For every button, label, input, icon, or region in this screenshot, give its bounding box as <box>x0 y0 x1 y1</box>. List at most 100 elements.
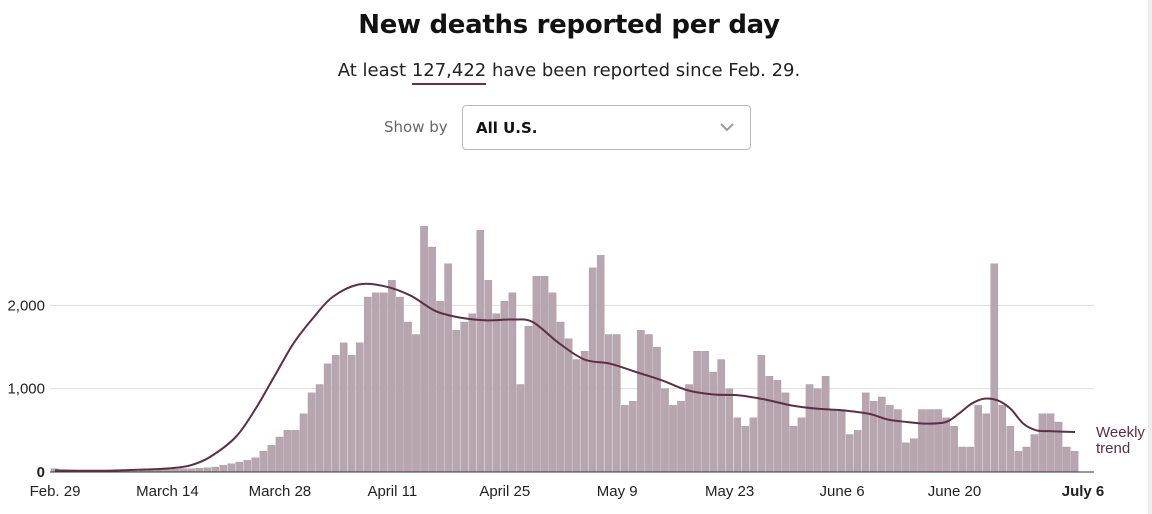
bar <box>637 330 645 473</box>
bar <box>604 334 613 473</box>
trend-label: Weekly <box>1096 424 1145 441</box>
bars-group <box>50 226 1079 473</box>
bar <box>733 417 742 473</box>
bar <box>259 451 268 473</box>
bar <box>460 321 468 473</box>
bar <box>789 426 798 473</box>
bar <box>412 334 420 473</box>
bar <box>765 376 774 473</box>
bar <box>805 384 814 473</box>
bar <box>436 301 444 473</box>
x-tick-label: March 28 <box>249 483 312 500</box>
bar <box>484 280 493 473</box>
total-deaths-number: 127,422 <box>411 60 487 85</box>
bar <box>211 466 219 473</box>
bar <box>613 334 621 473</box>
bar <box>364 296 372 473</box>
bar <box>653 346 661 473</box>
y-tick-label: 2,000 <box>7 297 45 314</box>
bar <box>669 405 677 473</box>
bar <box>870 401 878 473</box>
bar <box>275 436 284 473</box>
bar <box>452 330 460 473</box>
bar <box>420 226 428 473</box>
y-tick-label: 0 <box>37 464 45 481</box>
x-tick-label: June 6 <box>820 483 865 500</box>
subtitle-suffix: have been reported since Feb. 29. <box>486 60 801 81</box>
bar <box>372 292 380 473</box>
bar <box>596 255 605 473</box>
bar <box>926 409 934 473</box>
bar <box>998 405 1007 473</box>
bar <box>315 384 324 473</box>
bar <box>942 417 950 473</box>
x-tick-label: May 9 <box>597 483 638 500</box>
bar <box>958 446 966 473</box>
bar <box>588 267 597 473</box>
bar <box>693 351 701 473</box>
bar <box>837 409 846 473</box>
bar <box>339 342 348 473</box>
x-tick-label: April 25 <box>479 483 530 500</box>
bar <box>934 409 942 473</box>
bar <box>974 405 982 473</box>
bar <box>861 392 870 473</box>
bar <box>813 388 822 473</box>
bar <box>685 384 693 473</box>
x-tick-label: April 11 <box>367 483 417 500</box>
bar <box>902 442 910 473</box>
bar <box>661 388 669 473</box>
bar <box>982 413 990 473</box>
bar <box>1054 421 1063 473</box>
bar <box>709 371 717 473</box>
bar <box>203 467 211 473</box>
bar <box>1070 451 1079 473</box>
subtitle-prefix: At least <box>337 60 412 81</box>
bar <box>548 292 557 473</box>
bar <box>950 426 958 473</box>
bar <box>347 355 356 473</box>
bar <box>1006 426 1015 473</box>
bar <box>886 405 894 473</box>
bar <box>990 263 999 473</box>
bar <box>323 363 332 473</box>
bar <box>468 313 476 473</box>
x-tick-label: May 23 <box>705 483 754 500</box>
bar <box>516 384 525 473</box>
region-select[interactable]: All U.S. <box>462 105 751 150</box>
bar <box>500 301 509 473</box>
bar <box>572 359 581 473</box>
bar <box>476 230 485 473</box>
x-tick-label: June 20 <box>928 483 981 500</box>
bar <box>629 401 637 473</box>
trend-label: trend <box>1096 440 1130 457</box>
bar <box>1038 413 1047 473</box>
bar <box>283 430 292 473</box>
bar <box>1022 446 1031 473</box>
bar <box>1030 434 1039 473</box>
bar <box>195 468 203 473</box>
bar <box>621 405 629 473</box>
bar <box>853 430 862 473</box>
bar <box>1014 451 1023 473</box>
bar <box>773 380 782 473</box>
bar <box>878 396 886 473</box>
bar <box>797 417 806 473</box>
chevron-down-icon <box>720 123 734 132</box>
bar <box>821 376 830 473</box>
bar <box>356 342 364 473</box>
bar <box>540 276 549 473</box>
bar <box>524 326 533 473</box>
bar <box>966 446 974 473</box>
bar <box>444 263 452 473</box>
subtitle: At least 127,422 have been reported sinc… <box>0 60 1138 85</box>
bar <box>1062 446 1071 473</box>
bar <box>717 359 725 473</box>
bar <box>532 276 541 473</box>
page-title: New deaths reported per day <box>358 10 780 40</box>
bar <box>918 409 926 473</box>
bar <box>725 388 733 473</box>
bar <box>331 355 340 473</box>
bar <box>701 351 709 473</box>
